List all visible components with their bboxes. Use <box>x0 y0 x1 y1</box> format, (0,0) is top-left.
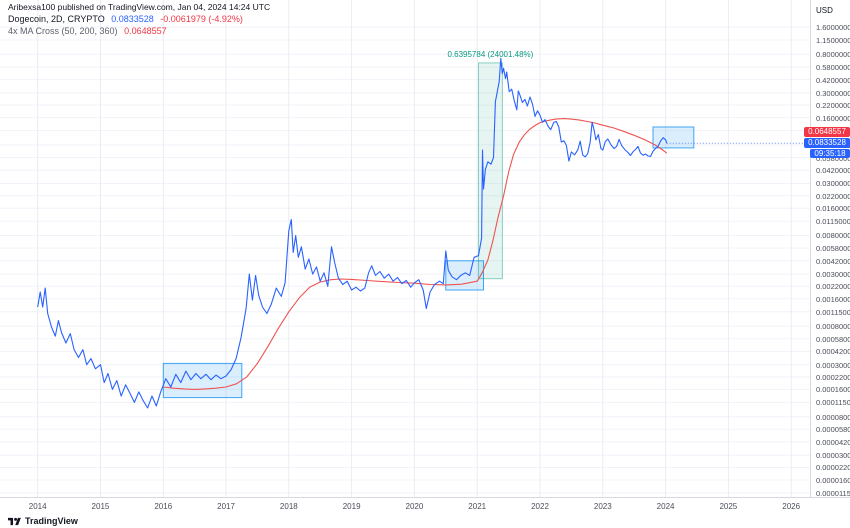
y-tick-label: 0.0004200 <box>816 347 850 357</box>
y-tick-label: 0.0300000 <box>816 179 850 189</box>
tradingview-logo-icon[interactable] <box>8 516 21 527</box>
attribution-text: Aribexsa100 published on TradingView.com… <box>8 2 271 12</box>
symbol-last-price: 0.0833528 <box>111 14 154 24</box>
y-tick-label: 0.0000220 <box>816 463 850 473</box>
y-tick-label: 0.8000000 <box>816 50 850 60</box>
y-tick-label: 0.0580000 <box>816 153 850 163</box>
x-tick-label: 2015 <box>91 502 110 511</box>
y-tick-label: 0.0001150 <box>816 398 850 408</box>
y-tick-label: 0.0005800 <box>816 334 850 344</box>
y-tick-label: 0.0115000 <box>816 217 850 227</box>
time-axis[interactable]: 2014 2015 2016 2017 2018 2019 2020 2021 2022 2023… <box>0 497 850 514</box>
attribution-bar: TradingView <box>0 514 850 528</box>
symbol-change: -0.0061979 (-4.92%) <box>160 14 243 24</box>
x-tick-label: 2026 <box>782 502 801 511</box>
chart-legend: Aribexsa100 published on TradingView.com… <box>8 2 270 38</box>
y-tick-label: 0.0080000 <box>816 231 850 241</box>
y-tick-label: 1.6000000 <box>816 23 850 32</box>
y-tick-label: 0.2200000 <box>816 101 850 111</box>
bar-countdown-badge: 09:35:18 <box>810 148 850 158</box>
axis-unit-label: USD <box>816 6 833 15</box>
x-tick-label: 2020 <box>405 502 424 511</box>
y-tick-label: 0.0008000 <box>816 322 850 332</box>
x-tick-label: 2014 <box>28 502 47 511</box>
y-tick-label: 0.0002200 <box>816 372 850 382</box>
y-tick-label: 0.0016000 <box>816 294 850 304</box>
x-tick-label: 2017 <box>217 502 235 511</box>
y-tick-label: 0.0003000 <box>816 360 850 370</box>
y-tick-label: 1.1500000 <box>816 35 850 45</box>
indicator-legend-row[interactable]: 4x MA Cross (50, 200, 360) 0.0648557 <box>8 26 270 36</box>
y-tick-label: 0.0000115 <box>816 489 850 498</box>
y-tick-label: 0.0220000 <box>816 191 850 201</box>
y-tick-label: 0.0420000 <box>816 166 850 176</box>
y-tick-label: 0.0058000 <box>816 244 850 254</box>
y-tick-label: 0.0000160 <box>816 476 850 485</box>
ma-value-badge: 0.0648557 <box>804 127 850 138</box>
indicator-value: 0.0648557 <box>124 26 167 36</box>
x-tick-label: 2018 <box>279 502 298 511</box>
indicator-title: 4x MA Cross (50, 200, 360) <box>8 26 118 36</box>
y-tick-label: 0.0000420 <box>816 438 850 448</box>
x-tick-label: 2016 <box>154 502 173 511</box>
price-axis[interactable]: USD 1.6000000 1.1500000 0.8000000 0.5800000… <box>810 0 850 498</box>
y-tick-label: 0.1600000 <box>816 113 850 123</box>
y-tick-label: 0.0000300 <box>816 451 850 461</box>
y-tick-label: 0.0030000 <box>816 270 850 280</box>
last-price-badge: 0.0833528 <box>804 138 850 149</box>
y-tick-label: 0.0000580 <box>816 425 850 435</box>
x-tick-label: 2024 <box>656 502 675 511</box>
price-range-annotation: 0.6395784 (24001.48%) <box>447 49 534 59</box>
x-tick-label: 2025 <box>719 502 738 511</box>
y-tick-label: 0.0160000 <box>816 204 850 214</box>
y-tick-label: 0.5800000 <box>816 62 850 72</box>
symbol-legend-row[interactable]: Dogecoin, 2D, CRYPTO 0.0833528 -0.006197… <box>8 14 270 24</box>
y-tick-label: 0.0011500 <box>816 307 850 317</box>
y-tick-label: 0.0001600 <box>816 385 850 395</box>
y-tick-label: 0.0042000 <box>816 256 850 266</box>
y-tick-label: 0.0022000 <box>816 282 850 292</box>
y-tick-label: 0.4200000 <box>816 75 850 85</box>
y-tick-label: 0.0000800 <box>816 412 850 422</box>
x-tick-label: 2022 <box>531 502 549 511</box>
x-tick-label: 2023 <box>593 502 612 511</box>
price-chart[interactable] <box>0 0 810 497</box>
tradingview-brand[interactable]: TradingView <box>25 516 78 526</box>
y-tick-label: 0.3000000 <box>816 88 850 98</box>
symbol-title: Dogecoin, 2D, CRYPTO <box>8 14 105 24</box>
x-tick-label: 2019 <box>342 502 361 511</box>
x-tick-label: 2021 <box>468 502 487 511</box>
